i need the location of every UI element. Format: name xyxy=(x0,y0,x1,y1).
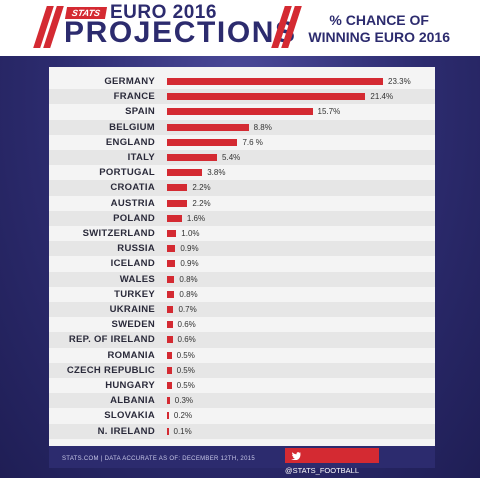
value-label: 0.7% xyxy=(178,305,197,314)
category-label: BELGIUM xyxy=(109,121,155,133)
chart-row xyxy=(49,210,435,226)
category-label: HUNGARY xyxy=(105,380,155,391)
value-label: 3.8% xyxy=(207,168,226,178)
category-label: WALES xyxy=(119,273,155,285)
footer-source: STATS.COM | DATA ACCURATE AS OF: DECEMBE… xyxy=(62,456,255,462)
bar xyxy=(167,321,173,329)
bar xyxy=(167,230,177,237)
chart-row xyxy=(49,362,435,378)
category-label: ICELAND xyxy=(110,258,155,270)
category-label: N. IRELAND xyxy=(97,425,155,437)
chart-row xyxy=(49,180,435,196)
chart-row xyxy=(49,332,435,348)
chart-row xyxy=(49,150,435,166)
bar xyxy=(167,290,175,298)
category-label: SWEDEN xyxy=(111,319,155,331)
value-label: 0.5% xyxy=(176,381,195,390)
chart-row xyxy=(49,241,435,257)
value-label: 0.3% xyxy=(174,396,193,406)
category-label: FRANCE xyxy=(113,91,155,103)
category-label: TURKEY xyxy=(114,288,155,300)
bar xyxy=(167,245,176,253)
bar xyxy=(167,351,172,359)
category-label: CZECH REPUBLIC xyxy=(66,364,155,376)
category-label: REP. OF IRELAND xyxy=(68,334,155,346)
twitter-handle: @STATS_FOOTBALL xyxy=(285,466,360,475)
value-label: 23.3% xyxy=(388,77,411,86)
twitter-handle-badge[interactable]: @STATS_FOOTBALL xyxy=(285,448,379,475)
value-label: 5.4% xyxy=(222,153,241,162)
chart-row xyxy=(49,393,435,409)
bar xyxy=(167,275,175,283)
category-label: ROMANIA xyxy=(107,349,155,361)
value-label: 0.9% xyxy=(180,244,199,254)
bar xyxy=(167,138,238,146)
value-label: 15.7% xyxy=(317,107,341,117)
bar xyxy=(167,306,174,313)
value-label: 21.4% xyxy=(370,92,394,102)
value-label: 0.8% xyxy=(179,289,198,299)
bar xyxy=(167,427,169,435)
value-label: 0.5% xyxy=(176,350,195,360)
category-label: ENGLAND xyxy=(105,136,155,148)
value-label: 2.2% xyxy=(192,183,211,193)
bar xyxy=(167,123,249,131)
category-label: POLAND xyxy=(113,212,155,224)
header: STATS EURO 2016 PROJECTIONS % CHANCE OF … xyxy=(0,0,480,56)
value-label: 0.1% xyxy=(173,426,192,436)
chart-title: % CHANCE OF WINNING EURO 2016 xyxy=(308,12,450,46)
value-label: 0.9% xyxy=(180,259,199,269)
bar xyxy=(167,214,182,222)
bar xyxy=(167,336,173,344)
value-label: 0.2% xyxy=(173,411,193,421)
value-label: 1.0% xyxy=(181,229,200,238)
bar xyxy=(167,382,172,389)
bar xyxy=(167,93,366,101)
bar xyxy=(167,108,313,116)
chart-title-line1: % CHANCE OF xyxy=(329,12,429,28)
chart-row xyxy=(49,302,435,318)
category-label: GERMANY xyxy=(104,76,155,87)
category-label: SLOVAKIA xyxy=(104,410,155,422)
category-label: ALBANIA xyxy=(110,395,155,407)
chart-row xyxy=(49,271,435,287)
value-label: 2.2% xyxy=(192,198,211,208)
bar xyxy=(167,154,218,161)
bar xyxy=(167,412,169,420)
chart-row xyxy=(49,423,435,439)
bar xyxy=(167,184,188,192)
category-label: AUSTRIA xyxy=(110,197,155,209)
bar xyxy=(167,366,172,374)
category-label: SPAIN xyxy=(125,106,155,118)
bar xyxy=(167,397,170,405)
page-title: PROJECTIONS xyxy=(64,16,297,49)
value-label: 0.6% xyxy=(177,335,196,345)
value-label: 7.6 % xyxy=(242,137,263,147)
bar xyxy=(167,78,383,85)
chart-title-line2: WINNING EURO 2016 xyxy=(308,29,450,45)
category-label: PORTUGAL xyxy=(99,167,155,179)
category-label: ITALY xyxy=(127,152,155,163)
event-name: EURO 2016 xyxy=(110,2,217,23)
category-label: RUSSIA xyxy=(117,243,155,255)
category-label: CROATIA xyxy=(110,182,155,194)
bar xyxy=(167,260,176,268)
bar xyxy=(167,199,188,207)
category-label: UKRAINE xyxy=(109,304,155,315)
category-label: SWITZERLAND xyxy=(82,228,155,239)
value-label: 0.6% xyxy=(177,320,196,330)
twitter-icon xyxy=(291,452,301,461)
value-label: 0.5% xyxy=(176,365,195,375)
value-label: 1.6% xyxy=(186,213,206,223)
bar xyxy=(167,169,203,177)
value-label: 0.8% xyxy=(179,274,198,284)
value-label: 8.8% xyxy=(253,122,272,132)
